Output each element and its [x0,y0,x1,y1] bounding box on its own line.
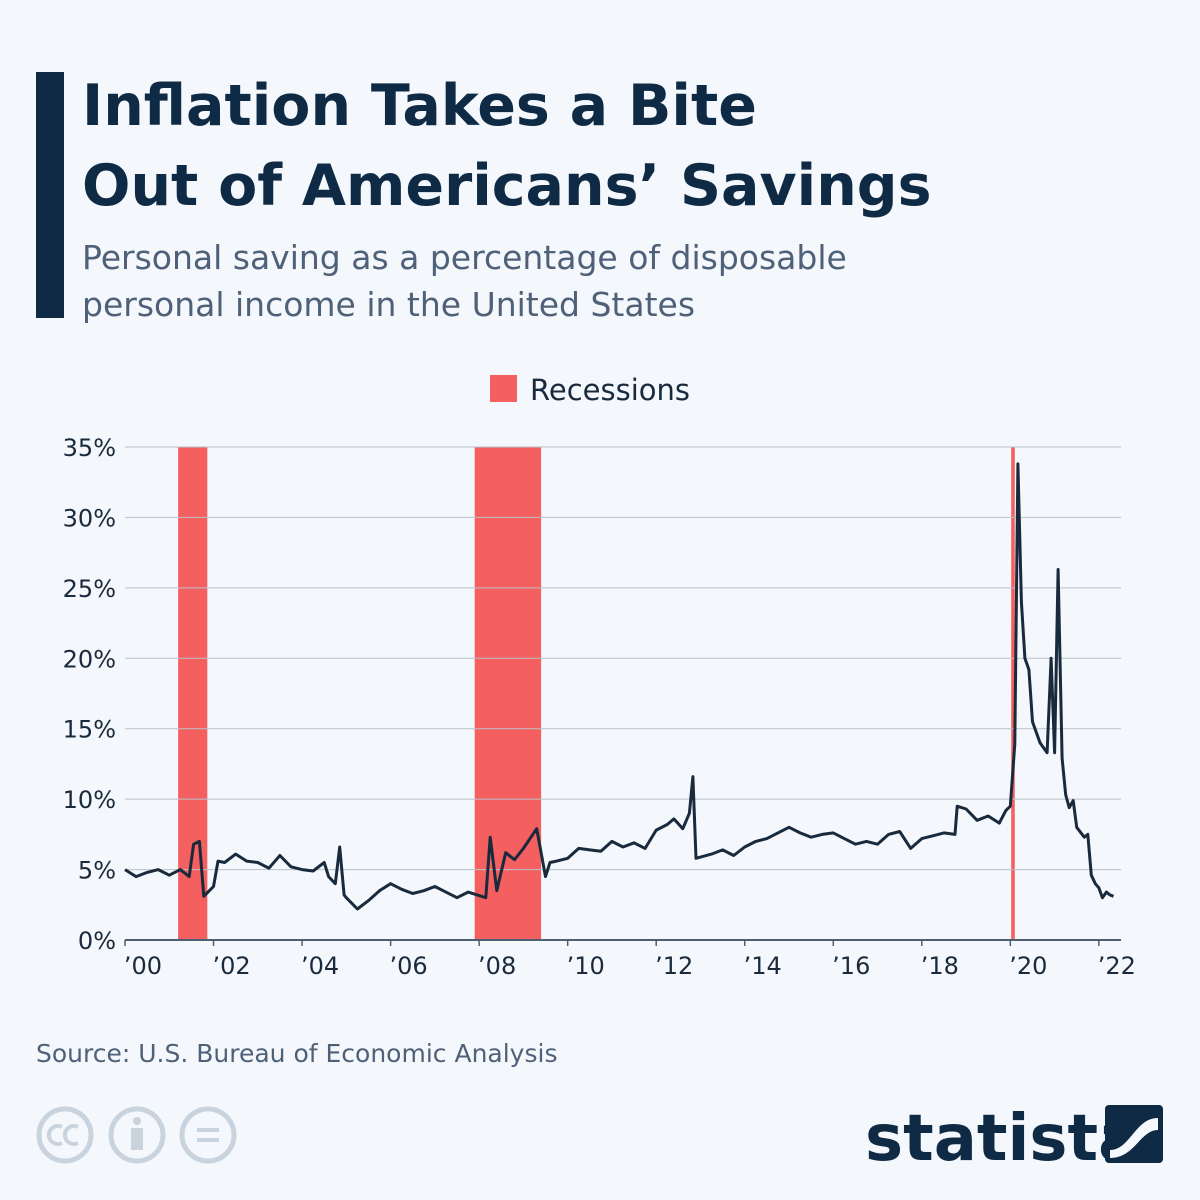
recession-band [1011,447,1015,940]
y-tick-label: 10% [63,786,116,814]
x-tick-label: ’18 [921,952,959,980]
y-tick-label: 15% [63,716,116,744]
x-tick-label: ’08 [478,952,516,980]
x-tick-label: ’22 [1098,952,1136,980]
x-tick-label: ’16 [832,952,870,980]
license-icons [36,1106,237,1164]
y-tick-label: 5% [78,857,116,885]
by-body [131,1128,143,1150]
brand-logo [1105,1105,1163,1163]
by-icon [108,1106,166,1164]
cc-glyph [46,1124,79,1146]
by-head [133,1117,141,1125]
y-tick-label: 35% [63,434,116,462]
brand-name: statista [865,1102,1141,1176]
recession-band [474,447,542,940]
x-tick-label: ’12 [655,952,693,980]
data-line [124,462,1115,911]
x-tick-label: ’14 [744,952,782,980]
legend-swatch [490,375,517,402]
y-tick-label: 20% [63,645,116,673]
legend-label: Recessions [530,373,690,407]
y-tick-label: 30% [63,504,116,532]
nd-icon [179,1106,237,1164]
title-accent-bar [36,72,64,318]
cc-icon [36,1106,94,1164]
recession-band [178,447,208,940]
plot-area: 0% 5% 10% 15% 20% 25% 30% 35% ’00 ’02 ’04 ’06 ’08 ’10… [63,434,1136,980]
nd-glyph [197,1128,219,1142]
x-tick-label: ’04 [301,952,339,980]
source-note: Source: U.S. Bureau of Economic Analysis [36,1039,557,1068]
x-tick-label: ’02 [212,952,250,980]
x-tick-label: ’10 [567,952,605,980]
chart-title: Out of Americans’ Savings [82,153,932,219]
chart-title: Inflation Takes a Bite [82,73,757,139]
brand-logo-swoosh [1110,1118,1158,1158]
chart-subtitle: personal income in the United States [82,285,695,324]
x-tick-label: ’00 [124,952,162,980]
chart-subtitle: Personal saving as a percentage of dispo… [82,238,847,277]
x-tick-label: ’20 [1009,952,1047,980]
y-tick-label: 25% [63,575,116,603]
y-tick-label: 0% [78,927,116,955]
x-tick-label: ’06 [390,952,428,980]
